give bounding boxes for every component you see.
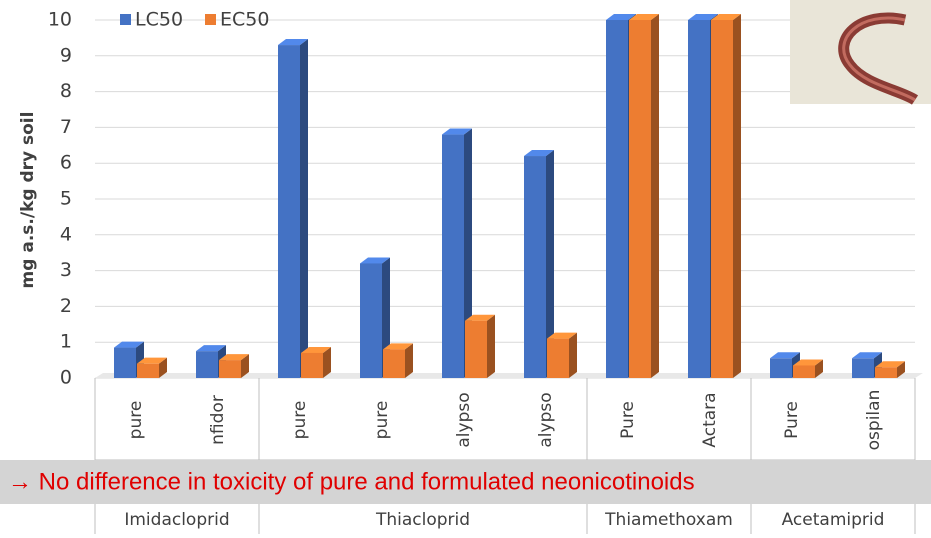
legend-label: LC50 <box>135 9 183 31</box>
bar <box>770 358 792 378</box>
bar <box>301 353 323 378</box>
bar <box>524 156 546 378</box>
bar <box>793 365 815 378</box>
bar <box>629 20 651 378</box>
bar-side <box>300 39 308 378</box>
x-tick-label: ospilan <box>864 390 884 451</box>
photo <box>790 0 931 104</box>
bar <box>114 348 136 378</box>
y-tick-label: 1 <box>60 331 72 353</box>
group-label: Thiacloprid <box>375 510 470 530</box>
bar <box>547 339 569 378</box>
group-label: Thiamethoxam <box>604 510 733 530</box>
bar <box>137 364 159 378</box>
x-tick-label: Pure <box>782 401 802 439</box>
bar <box>196 351 218 378</box>
bar <box>442 135 464 378</box>
bar-side <box>651 14 659 378</box>
annotation: → No difference in toxicity of pure and … <box>8 468 695 495</box>
x-tick-label: pure <box>372 401 392 440</box>
y-tick-label: 10 <box>48 9 72 31</box>
bar-side <box>487 315 495 378</box>
bar-side <box>569 333 577 378</box>
x-tick-label: nfidor <box>208 395 228 445</box>
bar <box>711 20 733 378</box>
bar <box>383 349 405 378</box>
x-tick-label: Pure <box>618 401 638 439</box>
bar-side <box>733 14 741 378</box>
bar <box>606 20 628 378</box>
bar <box>852 358 874 378</box>
bar <box>875 367 897 378</box>
y-tick-label: 0 <box>60 367 72 389</box>
y-tick-label: 7 <box>60 116 72 138</box>
y-tick-label: 8 <box>60 80 72 102</box>
bar <box>465 321 487 378</box>
bar <box>219 360 241 378</box>
legend-label: EC50 <box>220 9 269 31</box>
y-tick-label: 6 <box>60 152 72 174</box>
y-tick-label: 3 <box>60 259 72 281</box>
chart: mg a.s./kg dry soil 0 1 2 3 4 5 6 7 8 9 10 pure nfid… <box>0 0 931 534</box>
photo-bg <box>790 0 931 104</box>
x-tick-label: pure <box>126 401 146 440</box>
x-tick-label: pure <box>290 401 310 440</box>
y-tick-label: 5 <box>60 188 72 210</box>
y-tick-label: 2 <box>60 295 72 317</box>
x-tick-label: alypso <box>454 392 474 447</box>
group-label: Acetamiprid <box>782 510 885 530</box>
legend-swatch <box>120 14 131 25</box>
bar <box>688 20 710 378</box>
bar <box>360 263 382 378</box>
x-tick-label: Actara <box>700 392 720 447</box>
y-tick-label: 9 <box>60 44 72 66</box>
x-tick-label: alypso <box>536 392 556 447</box>
group-label: Imidacloprid <box>124 510 229 530</box>
y-tick-label: 4 <box>60 223 72 245</box>
bar-side <box>405 343 413 378</box>
legend-swatch <box>205 14 216 25</box>
bar <box>278 45 300 378</box>
y-axis-label: mg a.s./kg dry soil <box>18 112 38 289</box>
